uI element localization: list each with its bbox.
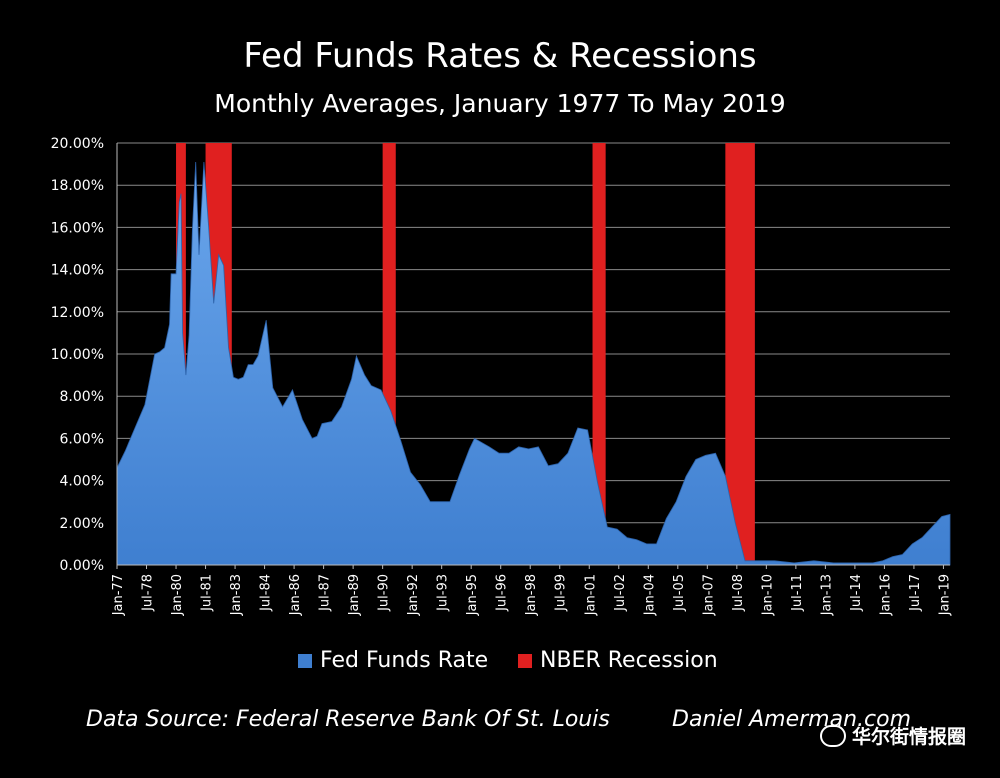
fed-funds-area xyxy=(116,161,951,566)
y-tick-label: 4.00% xyxy=(60,474,104,490)
y-tick-label: 2.00% xyxy=(60,516,104,532)
x-tick-label: Jul-17 xyxy=(908,574,923,612)
x-tick-label: Jan-80 xyxy=(170,574,185,616)
x-tick-label: Jul-78 xyxy=(141,574,156,612)
chart-subtitle: Monthly Averages, January 1977 To May 20… xyxy=(214,89,786,118)
x-tick-label: Jan-89 xyxy=(347,574,362,616)
x-tick-label: Jan-83 xyxy=(229,574,244,616)
author-credit: Daniel Amerman.com xyxy=(672,707,912,732)
x-tick-label: Jul-87 xyxy=(318,574,333,612)
data-source: Data Source: Federal Reserve Bank Of St.… xyxy=(86,707,610,732)
x-tick-label: Jul-96 xyxy=(495,574,510,612)
y-tick-labels: 0.00% 2.00% 4.00% 6.00% 8.00% 10.00% 12.00% 14.… xyxy=(51,136,104,574)
legend-label-recession: NBER Recession xyxy=(540,648,718,673)
x-tick-label: Jan-04 xyxy=(642,574,657,616)
y-tick-label: 12.00% xyxy=(51,305,104,321)
x-tick-label: Jul-05 xyxy=(672,574,687,612)
x-tick-label: Jan-92 xyxy=(406,574,421,616)
x-tick-label: Jan-98 xyxy=(524,574,539,616)
y-tick-label: 20.00% xyxy=(51,136,104,152)
y-tick-label: 6.00% xyxy=(60,431,104,447)
x-tick-label: Jan-77 xyxy=(111,574,126,616)
x-tick-label: Jan-01 xyxy=(583,574,598,616)
watermark: 华尔街情报圈 xyxy=(820,722,966,749)
chart-title: Fed Funds Rates & Recessions xyxy=(243,36,757,76)
legend-recession: NBER Recession xyxy=(518,648,718,673)
x-tick-label: Jan-95 xyxy=(465,574,480,616)
wechat-icon xyxy=(820,724,846,747)
x-tick-label: Jul-81 xyxy=(200,574,215,612)
recession-bar xyxy=(725,143,755,565)
watermark-text: 华尔街情报圈 xyxy=(852,726,967,748)
y-tick-label: 0.00% xyxy=(60,558,104,574)
x-tick-label: Jan-16 xyxy=(878,574,893,616)
y-tick-label: 16.00% xyxy=(51,220,104,236)
y-tick-label: 8.00% xyxy=(60,389,104,405)
legend-label-fed-funds: Fed Funds Rate xyxy=(320,648,489,673)
axes xyxy=(116,143,950,569)
recession-bar xyxy=(592,143,606,565)
legend-fed-funds: Fed Funds Rate xyxy=(298,648,488,673)
x-tick-label: Jul-11 xyxy=(790,574,805,612)
x-tick-labels: Jan-77 Jul-78 Jan-80 Jul-81 Jan-83 Jul-84 Jan-… xyxy=(111,574,952,616)
x-tick-label: Jan-13 xyxy=(819,574,834,616)
x-tick-label: Jan-07 xyxy=(701,574,716,616)
legend-swatch-recession xyxy=(518,653,532,668)
x-tick-label: Jan-19 xyxy=(937,574,952,616)
x-tick-label: Jul-93 xyxy=(436,574,451,612)
y-tick-label: 10.00% xyxy=(51,347,104,363)
x-tick-label: Jul-99 xyxy=(554,574,569,612)
y-tick-label: 14.00% xyxy=(51,263,104,279)
x-tick-label: Jul-90 xyxy=(377,574,392,612)
x-tick-label: Jul-84 xyxy=(259,574,274,612)
x-tick-label: Jan-10 xyxy=(760,574,775,616)
rate-area-layer xyxy=(116,161,951,566)
legend-swatch-fed-funds xyxy=(298,653,312,668)
x-tick-label: Jul-02 xyxy=(613,574,628,612)
y-tick-label: 18.00% xyxy=(51,178,104,194)
x-tick-label: Jul-14 xyxy=(849,574,864,612)
x-tick-label: Jul-08 xyxy=(731,574,746,612)
x-tick-label: Jan-86 xyxy=(288,574,303,616)
